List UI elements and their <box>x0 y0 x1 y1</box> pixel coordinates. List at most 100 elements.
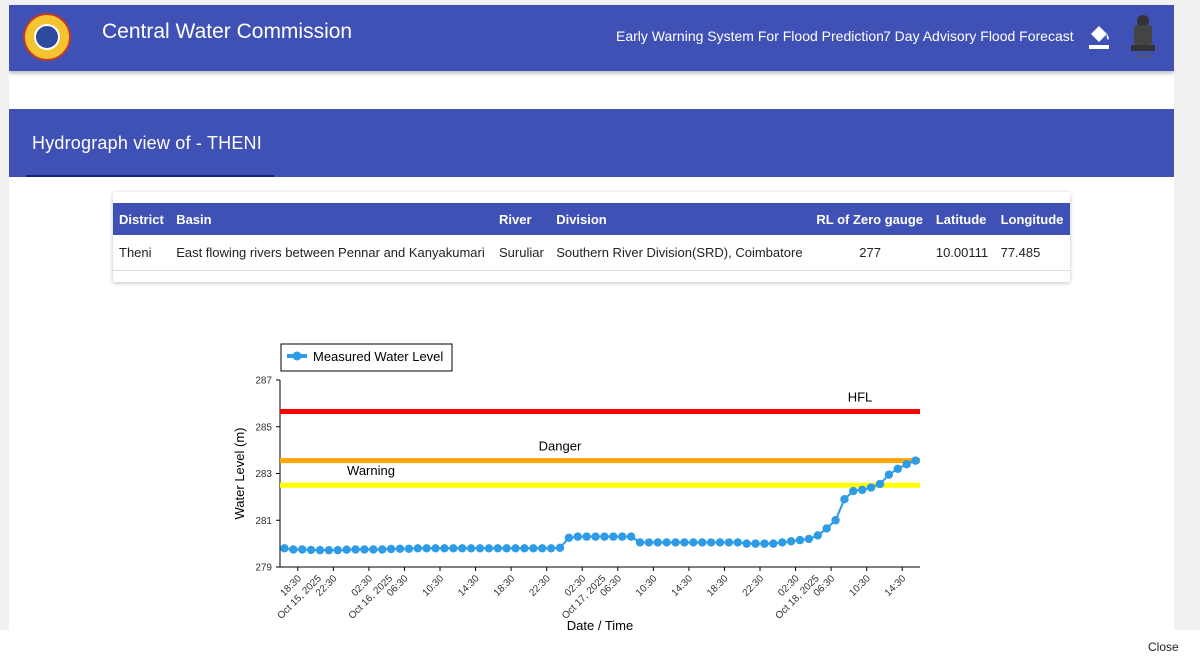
cell-rl-zero-gauge: 277 <box>810 235 930 271</box>
series-point <box>804 534 814 544</box>
series-point <box>422 544 431 553</box>
series-point <box>511 544 520 553</box>
x-tick-label: 14:30 <box>670 573 696 599</box>
series-point <box>858 485 867 495</box>
threshold-label-warning: Warning <box>347 463 395 478</box>
series-point <box>564 533 574 542</box>
cell-district: Theni <box>113 235 171 271</box>
series-point <box>582 532 591 541</box>
scroll-edge <box>1174 0 1200 630</box>
series-point <box>369 545 378 554</box>
series-point <box>849 486 858 496</box>
series-point <box>395 544 405 553</box>
series-point <box>386 544 396 554</box>
x-tick-label: 10:30 <box>421 573 447 599</box>
series-point <box>626 532 636 541</box>
section-underline <box>26 175 274 177</box>
legend-label: Measured Water Level <box>313 349 443 364</box>
series-point <box>333 545 342 555</box>
cell-basin: East flowing rivers between Pennar and K… <box>170 235 493 271</box>
series-point <box>306 545 316 555</box>
cell-longitude: 77.485 <box>994 235 1070 271</box>
series-point <box>449 544 458 553</box>
series-point <box>724 538 734 547</box>
series-point <box>351 545 360 554</box>
series-point <box>751 539 760 548</box>
section-title: Hydrograph view of - THENI <box>32 133 262 153</box>
series-point <box>378 545 387 554</box>
legend-swatch-point <box>292 351 302 361</box>
app-title[interactable]: Central Water Commission <box>102 20 353 43</box>
series-point <box>466 544 476 553</box>
series-point <box>538 544 547 553</box>
series-point <box>342 545 351 554</box>
series-point <box>706 538 716 547</box>
series-point <box>555 543 565 553</box>
series-point <box>822 524 831 533</box>
y-tick-label: 281 <box>255 516 272 527</box>
x-tick-label: 22:30 <box>741 573 767 599</box>
table-row: Theni East flowing rivers between Pennar… <box>113 235 1070 271</box>
close-button[interactable]: Close <box>1148 640 1179 654</box>
series-point <box>662 538 671 547</box>
series-point <box>529 544 538 553</box>
series-point <box>280 544 289 553</box>
cell-latitude: 10.00111 <box>929 235 995 271</box>
series-point <box>760 539 769 548</box>
series-point <box>795 535 805 545</box>
series-point <box>502 544 511 553</box>
series-point <box>698 538 707 547</box>
y-tick-label: 287 <box>255 376 272 387</box>
x-tick-label: 10:30 <box>634 573 660 599</box>
series-point <box>520 544 529 553</box>
cwc-logo-icon[interactable] <box>23 13 71 61</box>
x-tick-label: 18:30 <box>492 573 518 599</box>
col-river: River <box>493 203 551 235</box>
x-tick-label: 14:30 <box>456 573 482 599</box>
series-point <box>475 544 485 553</box>
nav-advisory-forecast-link[interactable]: 7 Day Advisory Flood Forecast <box>883 28 1074 44</box>
x-axis-title: Date / Time <box>567 618 633 630</box>
y-tick-label: 285 <box>255 422 272 433</box>
section-header: Hydrograph view of - THENI <box>9 109 1174 177</box>
y-axis-title: Water Level (m) <box>232 428 247 520</box>
col-longitude: Longitude <box>994 203 1070 235</box>
series-point <box>644 538 654 547</box>
page-content: Central Water Commission Early Warning S… <box>9 5 1174 630</box>
table-header-row: District Basin River Division RL of Zero… <box>113 203 1070 235</box>
series-point <box>866 483 876 492</box>
top-navbar: Central Water Commission Early Warning S… <box>9 5 1174 71</box>
series-point <box>546 544 556 553</box>
series-point <box>289 545 298 554</box>
series-point <box>484 544 494 553</box>
hydrograph-chart: 279 281 283 285 287 Water Level (m) 18:30 Oct 1… <box>206 292 977 630</box>
nav-early-warning-link[interactable]: Early Warning System For Flood Predictio… <box>616 28 884 44</box>
station-info-table: District Basin River Division RL of Zero… <box>113 203 1070 271</box>
col-latitude: Latitude <box>929 203 995 235</box>
series-point <box>689 538 698 547</box>
x-tick-label: 18:30 <box>705 573 731 599</box>
series-point <box>680 538 689 547</box>
series-point <box>902 459 911 469</box>
y-tick-label: 283 <box>255 469 272 480</box>
series-point <box>609 532 618 541</box>
paint-bucket-icon[interactable] <box>1087 23 1113 51</box>
series-point <box>298 545 307 554</box>
series-point <box>778 538 787 547</box>
x-tick-label: 22:30 <box>527 573 553 599</box>
bottom-strip <box>0 630 1200 659</box>
series-point <box>671 538 680 547</box>
series-point <box>840 495 849 504</box>
series-point <box>733 538 742 547</box>
series-point <box>458 544 467 553</box>
series-point <box>591 532 600 541</box>
x-tick-label: 14:30 <box>883 573 909 599</box>
series-point <box>600 532 609 541</box>
series-point <box>431 544 440 553</box>
series-point <box>884 470 894 479</box>
col-division: Division <box>550 203 811 235</box>
series-point <box>573 532 582 541</box>
series-point <box>413 544 422 553</box>
cell-river: Suruliar <box>493 235 551 271</box>
